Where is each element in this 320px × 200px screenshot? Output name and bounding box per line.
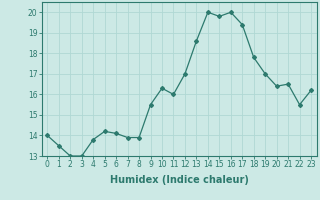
X-axis label: Humidex (Indice chaleur): Humidex (Indice chaleur)	[110, 175, 249, 185]
